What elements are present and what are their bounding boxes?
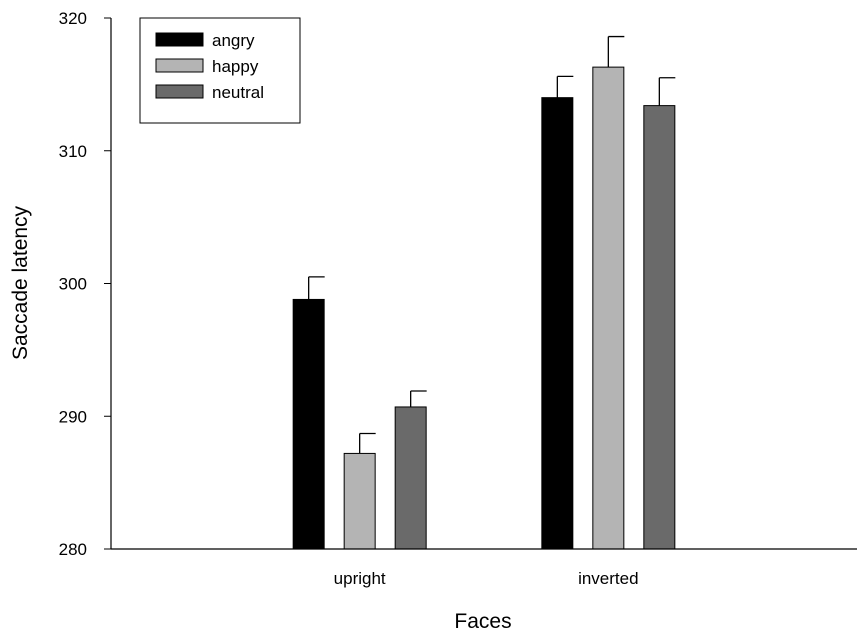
bar-happy-upright [343,452,376,550]
y-tick-label: 310 [59,142,87,161]
x-axis-title: Faces [454,610,511,633]
bar-neutral-inverted [643,105,676,550]
bar-neutral-upright [394,406,427,550]
y-axis-title: Saccade latency [9,205,32,360]
bar-happy-inverted [592,66,625,550]
legend-swatch-happy [155,58,204,73]
y-tick-label: 320 [59,9,87,28]
bars-group [292,66,676,550]
x-axis: upright inverted [111,548,857,588]
y-axis: 280 290 300 310 320 [59,9,112,559]
legend-swatch-neutral [155,84,204,99]
legend-label-neutral: neutral [212,83,264,102]
legend-swatch-angry [155,32,204,47]
bar-angry-upright [292,298,325,550]
legend: angry happy neutral [139,17,301,124]
bar-angry-inverted [541,97,574,550]
y-tick-label: 300 [59,275,87,294]
legend-label-angry: angry [212,31,255,50]
y-tick-label: 290 [59,407,87,426]
error-bars-group [308,35,676,454]
legend-label-happy: happy [212,57,259,76]
x-tick-label: inverted [578,569,638,588]
x-tick-label: upright [334,569,386,588]
y-tick-label: 280 [59,540,87,559]
